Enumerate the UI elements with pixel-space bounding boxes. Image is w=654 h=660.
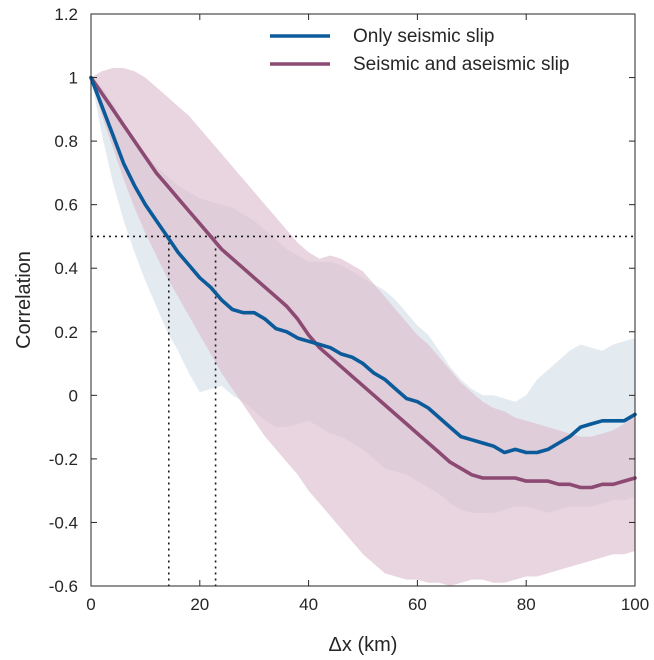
series-line-0	[89, 75, 637, 455]
x-axis-title: Δx (km)	[329, 634, 398, 656]
y-tick-label: 0.8	[54, 132, 78, 151]
y-tick-label: -0.6	[49, 577, 78, 596]
x-axis-ticks: 0 20 40 60 80 100	[86, 14, 649, 614]
x-tick-label: 20	[190, 595, 209, 614]
y-tick-label: -0.4	[49, 513, 78, 532]
legend-label-seismic-aseismic: Seismic and aseismic slip	[353, 54, 569, 75]
y-tick-label: 1	[69, 69, 78, 88]
confidence-bands	[91, 68, 635, 586]
y-tick-label: 0.2	[54, 323, 78, 342]
x-tick-label: 0	[86, 595, 95, 614]
series-line-1	[89, 75, 637, 490]
y-tick-label: 0	[69, 386, 78, 405]
plot-frame	[90, 13, 636, 587]
band-1	[91, 68, 635, 586]
x-tick-label: 80	[517, 595, 536, 614]
y-tick-label: 0.6	[54, 196, 78, 215]
x-tick-label: 60	[408, 595, 427, 614]
x-tick-label: 40	[299, 595, 318, 614]
y-tick-label: -0.2	[49, 450, 78, 469]
legend: Only seismic slip Seismic and aseismic s…	[270, 26, 569, 75]
y-tick-label: 1.2	[54, 5, 78, 24]
series-lines	[89, 75, 637, 490]
y-axis-ticks: -0.6 -0.4 -0.2 0 0.2 0.4 0.6 0.8 1 1.2	[49, 5, 635, 596]
legend-label-only-seismic: Only seismic slip	[353, 26, 494, 47]
y-axis-title: Correlation	[13, 251, 35, 349]
reference-lines	[91, 235, 635, 586]
y-tick-label: 0.4	[54, 259, 78, 278]
x-tick-label: 100	[621, 595, 649, 614]
